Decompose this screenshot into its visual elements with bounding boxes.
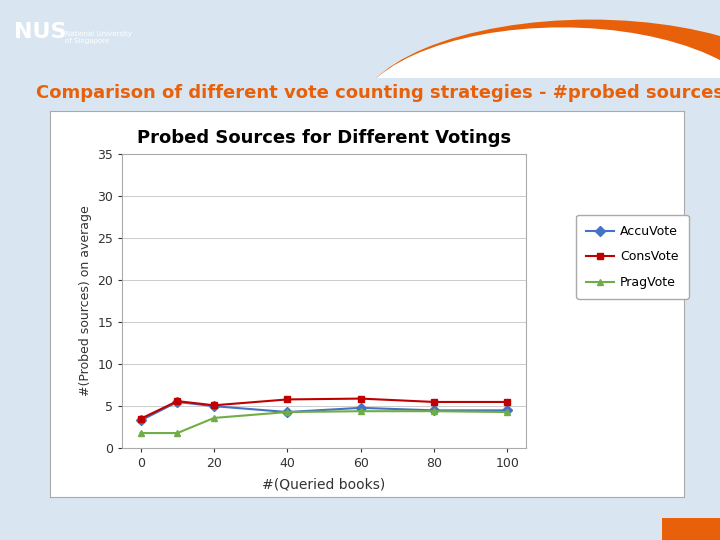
AccuVote (136, 417, 145, 424)
ConsVote (173, 398, 181, 404)
Line: AccuVote: AccuVote (138, 399, 510, 424)
PragVote (503, 409, 512, 415)
PragVote (210, 415, 218, 421)
Text: National University
of Singapore: National University of Singapore (65, 31, 132, 44)
PragVote (173, 430, 181, 436)
X-axis label: #(Queried books): #(Queried books) (262, 477, 386, 491)
Line: PragVote: PragVote (138, 408, 510, 436)
AccuVote (210, 403, 218, 409)
PragVote (356, 408, 365, 414)
ConsVote (430, 399, 438, 405)
AccuVote (356, 404, 365, 411)
Text: Comparison of different vote counting strategies - #probed sources: Comparison of different vote counting st… (36, 84, 720, 102)
AccuVote (283, 409, 292, 415)
ConsVote (136, 416, 145, 422)
Ellipse shape (356, 19, 720, 215)
Ellipse shape (353, 28, 720, 215)
ConsVote (503, 399, 512, 405)
Y-axis label: #(Probed sources) on average: #(Probed sources) on average (79, 206, 92, 396)
PragVote (430, 408, 438, 414)
ConsVote (356, 395, 365, 402)
Bar (662, 518, 720, 540)
Title: Probed Sources for Different Votings: Probed Sources for Different Votings (137, 129, 511, 147)
AccuVote (173, 399, 181, 405)
ConsVote (283, 396, 292, 403)
PragVote (136, 430, 145, 436)
ConsVote (210, 402, 218, 409)
AccuVote (503, 407, 512, 414)
Text: NUS: NUS (14, 22, 67, 42)
Legend: AccuVote, ConsVote, PragVote: AccuVote, ConsVote, PragVote (577, 215, 689, 299)
PragVote (283, 409, 292, 415)
Line: ConsVote: ConsVote (138, 395, 510, 422)
AccuVote (430, 407, 438, 414)
